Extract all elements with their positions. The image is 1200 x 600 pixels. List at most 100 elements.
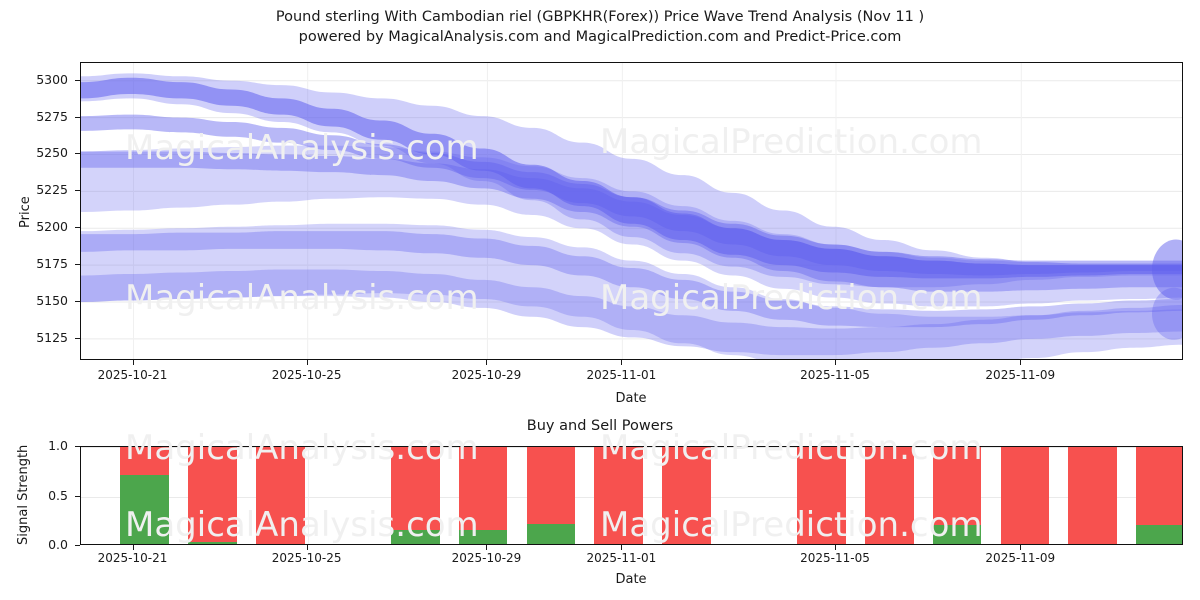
signal-x-tick-mark <box>1020 545 1022 550</box>
price-y-tick-mark <box>75 337 80 339</box>
wave-band <box>81 223 1182 359</box>
sell-power-segment <box>1136 447 1182 525</box>
price-x-tick-label: 2025-11-09 <box>985 368 1056 382</box>
signal-x-tick-label: 2025-10-25 <box>271 551 342 565</box>
price-y-tick-label: 5200 <box>36 219 68 235</box>
buy-power-segment <box>391 529 440 544</box>
price-y-tick-label: 5150 <box>36 292 68 308</box>
sell-power-segment <box>594 447 643 544</box>
signal-x-axis-title: Date <box>615 572 647 587</box>
signal-bar[interactable] <box>120 447 169 544</box>
price-x-tick-mark <box>486 360 488 365</box>
signal-bar[interactable] <box>1000 447 1050 544</box>
signal-y-tick-mark <box>75 545 80 546</box>
chart-title-line-1: Pound sterling With Cambodian riel (GBPK… <box>275 9 925 25</box>
price-x-tick-mark <box>835 360 836 365</box>
price-y-tick-label: 5275 <box>36 108 68 124</box>
signal-bar[interactable] <box>458 447 508 544</box>
wave-band <box>81 151 1182 292</box>
price-y-tick-mark <box>75 264 80 266</box>
wave-band <box>81 145 1182 307</box>
signal-x-tick-label: 2025-11-05 <box>800 551 870 565</box>
wave-band-cap <box>1152 287 1182 340</box>
buy-power-segment <box>526 524 576 544</box>
price-y-tick-label: 5250 <box>36 145 68 161</box>
price-y-axis-title: Price <box>18 196 33 228</box>
price-y-tick-mark <box>75 79 80 81</box>
price-y-tick-mark <box>75 227 80 229</box>
price-y-tick-mark <box>75 300 80 302</box>
buy-power-segment <box>120 474 169 544</box>
signal-y-tick-label: 0.0 <box>48 537 68 552</box>
buy-power-segment <box>1136 524 1182 544</box>
price-x-axis-title: Date <box>615 391 647 406</box>
price-x-tick-mark <box>132 360 134 365</box>
price-x-tick-label: 2025-10-25 <box>271 368 342 382</box>
signal-bar[interactable] <box>865 447 914 544</box>
signal-bar[interactable] <box>526 447 576 544</box>
signal-x-tick-label: 2025-11-01 <box>586 551 657 565</box>
sell-power-segment <box>256 447 305 544</box>
chart-title-line-2: powered by MagicalAnalysis.com and Magic… <box>298 28 902 45</box>
signal-x-tick-label: 2025-10-21 <box>97 551 168 565</box>
signal-bar[interactable] <box>1136 447 1182 544</box>
buy-sell-powers-plot <box>80 446 1183 545</box>
sell-power-segment <box>797 447 846 544</box>
price-x-tick-label: 2025-11-05 <box>800 368 870 382</box>
signal-bar[interactable] <box>1068 447 1117 544</box>
sell-power-segment <box>865 447 914 544</box>
price-x-tick-label: 2025-10-21 <box>97 368 168 382</box>
price-wave-svg <box>81 63 1182 359</box>
price-y-tick-label: 5125 <box>36 329 68 345</box>
signal-x-tick-label: 2025-10-29 <box>451 551 522 565</box>
buy-power-segment <box>458 529 508 544</box>
signal-y-tick-mark <box>75 446 80 447</box>
signal-bar[interactable] <box>256 447 305 544</box>
wave-band <box>81 231 1182 328</box>
signal-panel-title: Buy and Sell Powers <box>526 418 674 434</box>
signal-bar[interactable] <box>594 447 643 544</box>
price-y-tick-label: 5225 <box>36 182 68 198</box>
signal-x-tick-mark <box>132 545 134 550</box>
wave-band <box>81 77 1182 279</box>
sell-power-segment <box>1000 447 1050 544</box>
sell-power-segment <box>391 447 440 530</box>
signal-bar[interactable] <box>932 447 982 544</box>
signal-y-axis-title: Signal Strength <box>16 444 31 545</box>
buy-power-segment <box>188 541 237 544</box>
signal-y-tick-label: 0.5 <box>48 487 68 503</box>
signal-bars-container <box>81 447 1182 544</box>
price-y-tick-mark <box>75 116 80 118</box>
price-x-tick-mark <box>306 360 308 365</box>
signal-bar[interactable] <box>391 447 440 544</box>
sell-power-segment <box>188 447 237 542</box>
signal-x-tick-mark <box>486 545 488 550</box>
signal-x-tick-label: 2025-11-09 <box>985 551 1056 565</box>
signal-x-tick-mark <box>835 545 836 550</box>
signal-y-tick-mark <box>75 495 80 497</box>
price-y-tick-mark <box>75 190 80 192</box>
sell-power-segment <box>932 447 982 525</box>
signal-x-tick-mark <box>621 545 623 550</box>
wave-band <box>81 269 1182 356</box>
buy-power-segment <box>932 524 982 544</box>
signal-bar[interactable] <box>662 447 711 544</box>
signal-bar[interactable] <box>797 447 846 544</box>
price-x-tick-mark <box>1020 360 1022 365</box>
sell-power-segment <box>662 447 711 544</box>
price-y-tick-label: 5175 <box>36 256 68 272</box>
price-x-tick-label: 2025-10-29 <box>451 368 522 382</box>
price-y-tick-mark <box>75 153 80 155</box>
sell-power-segment <box>1068 447 1117 544</box>
wave-band-cap <box>1152 239 1182 300</box>
chart-title-block: Pound sterling With Cambodian riel (GBPK… <box>0 8 1200 47</box>
signal-gridline-v <box>307 447 309 544</box>
price-y-tick-label: 5300 <box>36 71 68 87</box>
price-wave-plot <box>80 62 1183 360</box>
wave-band <box>81 114 1182 276</box>
signal-bar[interactable] <box>188 447 237 544</box>
sell-power-segment <box>120 447 169 475</box>
signal-x-tick-mark <box>306 545 308 550</box>
price-x-tick-mark <box>621 360 623 365</box>
